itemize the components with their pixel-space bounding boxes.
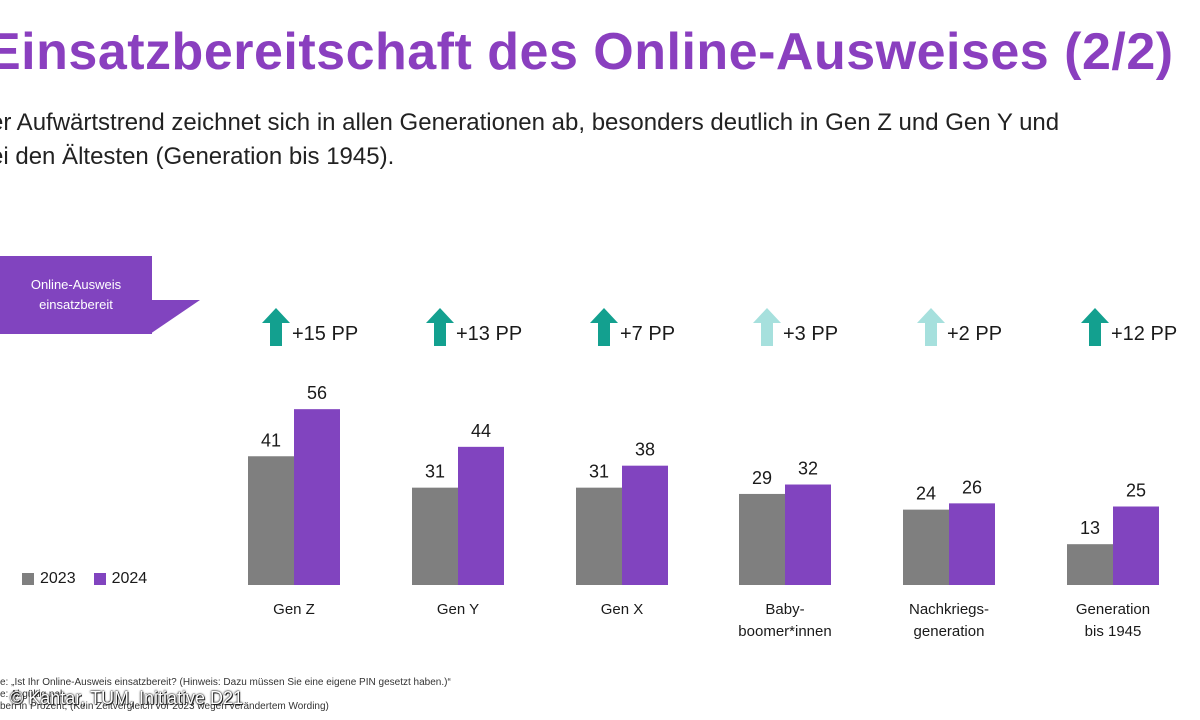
change-label-6: +12 PP — [1111, 323, 1177, 345]
legend-label-2024: 2024 — [111, 570, 148, 587]
change-arrow-icon-5 — [917, 308, 945, 346]
category-label-6-1: Generation — [1076, 601, 1150, 618]
legend-item-2023: 2023 — [22, 570, 76, 588]
change-label-4: +3 PP — [783, 323, 838, 345]
category-label-4-2: boomer*innen — [738, 623, 831, 640]
category-label-2-1: Gen Y — [437, 601, 479, 618]
change-arrow-icon-4 — [753, 308, 781, 346]
legend-swatch-2023 — [22, 573, 34, 585]
callout-line-1: Online-Ausweis — [30, 277, 122, 292]
page-title: Einsatzbereitschaft des Online-Ausweises… — [0, 23, 1174, 81]
category-label-5-2: generation — [914, 623, 985, 640]
data-label-2023-4: 29 — [752, 468, 772, 488]
footnote-line-2: e: Al gültig nal — [0, 689, 63, 700]
legend-swatch-2024 — [93, 573, 106, 585]
data-label-2024-4: 32 — [798, 459, 818, 479]
bar-2023-5 — [903, 509, 949, 585]
bar-2023-2 — [412, 487, 458, 585]
change-label-5: +2 PP — [947, 323, 1002, 345]
change-label-2: +13 PP — [456, 323, 522, 345]
bar-2023-4 — [739, 493, 785, 585]
bar-2023-6 — [1067, 544, 1113, 585]
data-label-2024-2: 44 — [471, 421, 491, 441]
bar-2024-2 — [458, 446, 504, 585]
change-arrow-icon-1 — [262, 308, 290, 346]
callout-tail — [150, 300, 200, 334]
footnote: e: „Ist Ihr Online-Ausweis einsatzbereit… — [0, 677, 451, 713]
bar-2023-1 — [248, 456, 294, 585]
category-label-4-1: Baby- — [765, 601, 804, 618]
data-label-2023-5: 24 — [916, 484, 936, 504]
data-label-2023-3: 31 — [589, 462, 609, 482]
data-label-2023-2: 31 — [425, 462, 445, 482]
footnote-line-1: e: „Ist Ihr Online-Ausweis einsatzbereit… — [0, 677, 451, 688]
change-arrow-icon-2 — [426, 308, 454, 346]
category-label-1-1: Gen Z — [273, 601, 315, 618]
copyright-watermark: © Kantar, TUM, Initiative D21 — [10, 688, 244, 708]
footnote-line-3: ben in Prozent; (Kein Zeitvergleich vor … — [0, 701, 329, 712]
legend-label-2023: 2023 — [40, 570, 76, 587]
data-label-2024-5: 26 — [962, 477, 982, 497]
data-label-2023-6: 13 — [1080, 518, 1100, 538]
category-label-3-1: Gen X — [601, 601, 644, 618]
data-label-2024-3: 38 — [635, 440, 655, 460]
category-label-5-1: Nachkriegs- — [909, 601, 989, 618]
bar-2024-5 — [949, 503, 995, 585]
callout-line-2: einsatzbereit — [39, 297, 113, 312]
bar-2023-3 — [576, 487, 622, 585]
change-arrow-icon-3 — [590, 308, 618, 346]
subtitle-line-2: ei den Ältesten (Generation bis 1945). — [0, 143, 395, 170]
change-arrow-icon-6 — [1081, 308, 1109, 346]
bar-2024-6 — [1113, 506, 1159, 585]
bar-2024-4 — [785, 484, 831, 585]
change-label-3: +7 PP — [620, 323, 675, 345]
series-callout: Online-Ausweis einsatzbereit — [0, 256, 152, 334]
page-subtitle: er Aufwärtstrend zeichnet sich in allen … — [0, 106, 1200, 174]
category-label-6-2: bis 1945 — [1085, 623, 1142, 640]
bar-2024-3 — [622, 465, 668, 585]
change-label-1: +15 PP — [292, 323, 358, 345]
data-label-2024-1: 56 — [307, 383, 327, 403]
legend: 2023 2024 — [22, 570, 147, 588]
legend-item-2024: 2024 — [93, 570, 148, 588]
bar-2024-1 — [294, 409, 340, 585]
data-label-2024-6: 25 — [1126, 481, 1146, 501]
data-label-2023-1: 41 — [261, 430, 281, 450]
subtitle-line-1: er Aufwärtstrend zeichnet sich in allen … — [0, 109, 1060, 136]
